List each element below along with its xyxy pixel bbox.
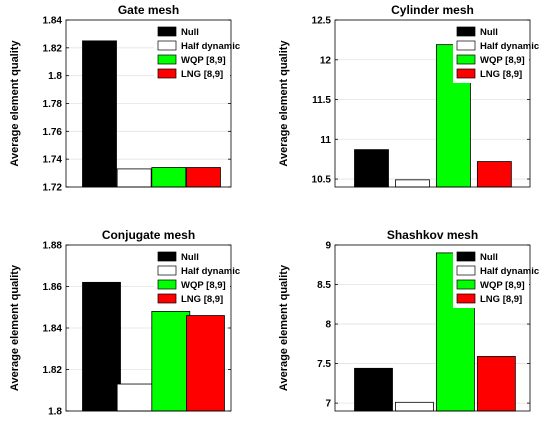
bar-null bbox=[354, 367, 393, 412]
legend-label: LNG [8,9] bbox=[480, 294, 522, 305]
bar-wqp-8-9 bbox=[151, 167, 187, 188]
y-tick-label: 9 bbox=[325, 241, 331, 252]
legend-swatch bbox=[157, 265, 177, 276]
chart-title: Shashkov mesh bbox=[387, 228, 478, 242]
legend-label: Half dynamic bbox=[480, 266, 539, 277]
legend-swatch bbox=[456, 279, 476, 290]
legend-label: LNG [8,9] bbox=[181, 69, 223, 80]
legend-swatch bbox=[157, 279, 177, 290]
y-tick-label: 1.82 bbox=[43, 43, 63, 54]
bar-half-dynamic bbox=[395, 401, 434, 412]
legend-swatch bbox=[456, 293, 476, 304]
bar-half-dynamic bbox=[116, 168, 152, 188]
y-tick-label: 8 bbox=[325, 320, 331, 331]
legend: Null Half dynamic WQP [8,9] LNG [8,9] bbox=[154, 248, 240, 308]
y-tick-label: 12 bbox=[320, 55, 332, 66]
bar-lng-8-9 bbox=[186, 315, 225, 412]
legend-label: WQP [8,9] bbox=[181, 55, 226, 66]
bar-null bbox=[354, 149, 389, 188]
y-tick-label: 1.84 bbox=[43, 16, 63, 27]
legend: Null Half dynamic WQP [8,9] LNG [8,9] bbox=[453, 248, 539, 308]
y-tick-label: 1.8 bbox=[48, 71, 62, 82]
y-axis-label: Average element quality bbox=[9, 264, 21, 391]
y-tick-label: 1.72 bbox=[43, 183, 63, 194]
chart-panel-2: 10.5 11 11.5 12 12.5 Cylinder mesh Average ele… bbox=[278, 3, 539, 188]
legend-label: WQP [8,9] bbox=[181, 280, 226, 291]
legend: Null Half dynamic WQP [8,9] LNG [8,9] bbox=[154, 23, 240, 83]
legend-label: Null bbox=[480, 27, 498, 38]
legend-label: LNG [8,9] bbox=[480, 69, 522, 80]
legend-swatch bbox=[157, 68, 177, 79]
legend-label: Null bbox=[181, 27, 199, 38]
y-tick-label: 7.5 bbox=[317, 359, 331, 370]
chart-title: Cylinder mesh bbox=[391, 3, 474, 17]
legend-swatch bbox=[456, 265, 476, 276]
bar-lng-8-9 bbox=[476, 356, 516, 412]
y-tick-label: 7 bbox=[325, 399, 331, 410]
axes-frame bbox=[334, 244, 531, 412]
chart-panel-4: 7 7.5 8 8.5 9 Shashkov mesh Average element qu… bbox=[278, 228, 539, 412]
y-axis-label: Average element quality bbox=[278, 264, 290, 391]
y-tick-label: 1.86 bbox=[43, 282, 63, 293]
bar-lng-8-9 bbox=[186, 167, 221, 188]
y-tick-label: 8.5 bbox=[317, 280, 331, 291]
chart-panel-3: 1.8 1.82 1.84 1.86 1.88 Conjugate mesh Average… bbox=[9, 228, 240, 418]
legend-label: Half dynamic bbox=[181, 41, 240, 52]
legend-swatch bbox=[157, 293, 177, 304]
legend-label: Null bbox=[480, 252, 498, 263]
legend-label: Half dynamic bbox=[181, 266, 240, 277]
bar-lng-8-9 bbox=[476, 161, 512, 188]
legend-swatch bbox=[157, 40, 177, 51]
y-tick-label: 11 bbox=[320, 135, 331, 146]
y-tick-label: 1.74 bbox=[43, 155, 63, 166]
y-tick-label: 1.78 bbox=[43, 99, 63, 110]
legend-swatch bbox=[456, 251, 476, 262]
y-tick-label: 1.8 bbox=[48, 407, 62, 418]
legend: Null Half dynamic WQP [8,9] LNG [8,9] bbox=[453, 23, 539, 83]
bar-wqp-8-9 bbox=[151, 310, 191, 412]
legend-label: WQP [8,9] bbox=[480, 280, 525, 291]
legend-swatch bbox=[157, 251, 177, 262]
legend-label: Half dynamic bbox=[480, 41, 539, 52]
y-tick-label: 11.5 bbox=[312, 95, 331, 106]
legend-swatch bbox=[157, 54, 177, 65]
legend-label: WQP [8,9] bbox=[480, 55, 525, 66]
y-tick-label: 10.5 bbox=[312, 175, 332, 186]
y-tick-label: 1.84 bbox=[43, 324, 63, 335]
y-axis-label: Average element quality bbox=[278, 40, 290, 167]
bar-null bbox=[82, 281, 121, 412]
y-tick-label: 1.88 bbox=[43, 241, 63, 252]
bar-half-dynamic bbox=[116, 383, 156, 412]
chart-title: Conjugate mesh bbox=[102, 228, 195, 242]
chart-panel-1: 1.72 1.74 1.76 1.78 1.8 1.82 1.84 Gate mesh Aver… bbox=[9, 3, 240, 194]
legend-swatch bbox=[456, 26, 476, 37]
legend-swatch bbox=[456, 54, 476, 65]
legend-swatch bbox=[456, 40, 476, 51]
legend-label: Null bbox=[181, 252, 199, 263]
legend-swatch bbox=[456, 68, 476, 79]
y-tick-label: 1.82 bbox=[43, 365, 63, 376]
axes-frame bbox=[334, 19, 531, 188]
chart-title: Gate mesh bbox=[118, 3, 179, 17]
y-tick-label: 12.5 bbox=[312, 16, 332, 27]
legend-label: LNG [8,9] bbox=[181, 294, 223, 305]
legend-swatch bbox=[157, 26, 177, 37]
y-tick-label: 1.76 bbox=[43, 127, 63, 138]
bar-half-dynamic bbox=[395, 179, 430, 188]
bar-null bbox=[82, 40, 117, 188]
y-axis-label: Average element quality bbox=[9, 40, 21, 167]
